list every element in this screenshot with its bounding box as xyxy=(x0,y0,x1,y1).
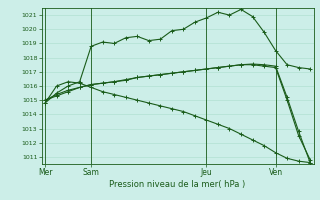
X-axis label: Pression niveau de la mer( hPa ): Pression niveau de la mer( hPa ) xyxy=(109,180,246,189)
